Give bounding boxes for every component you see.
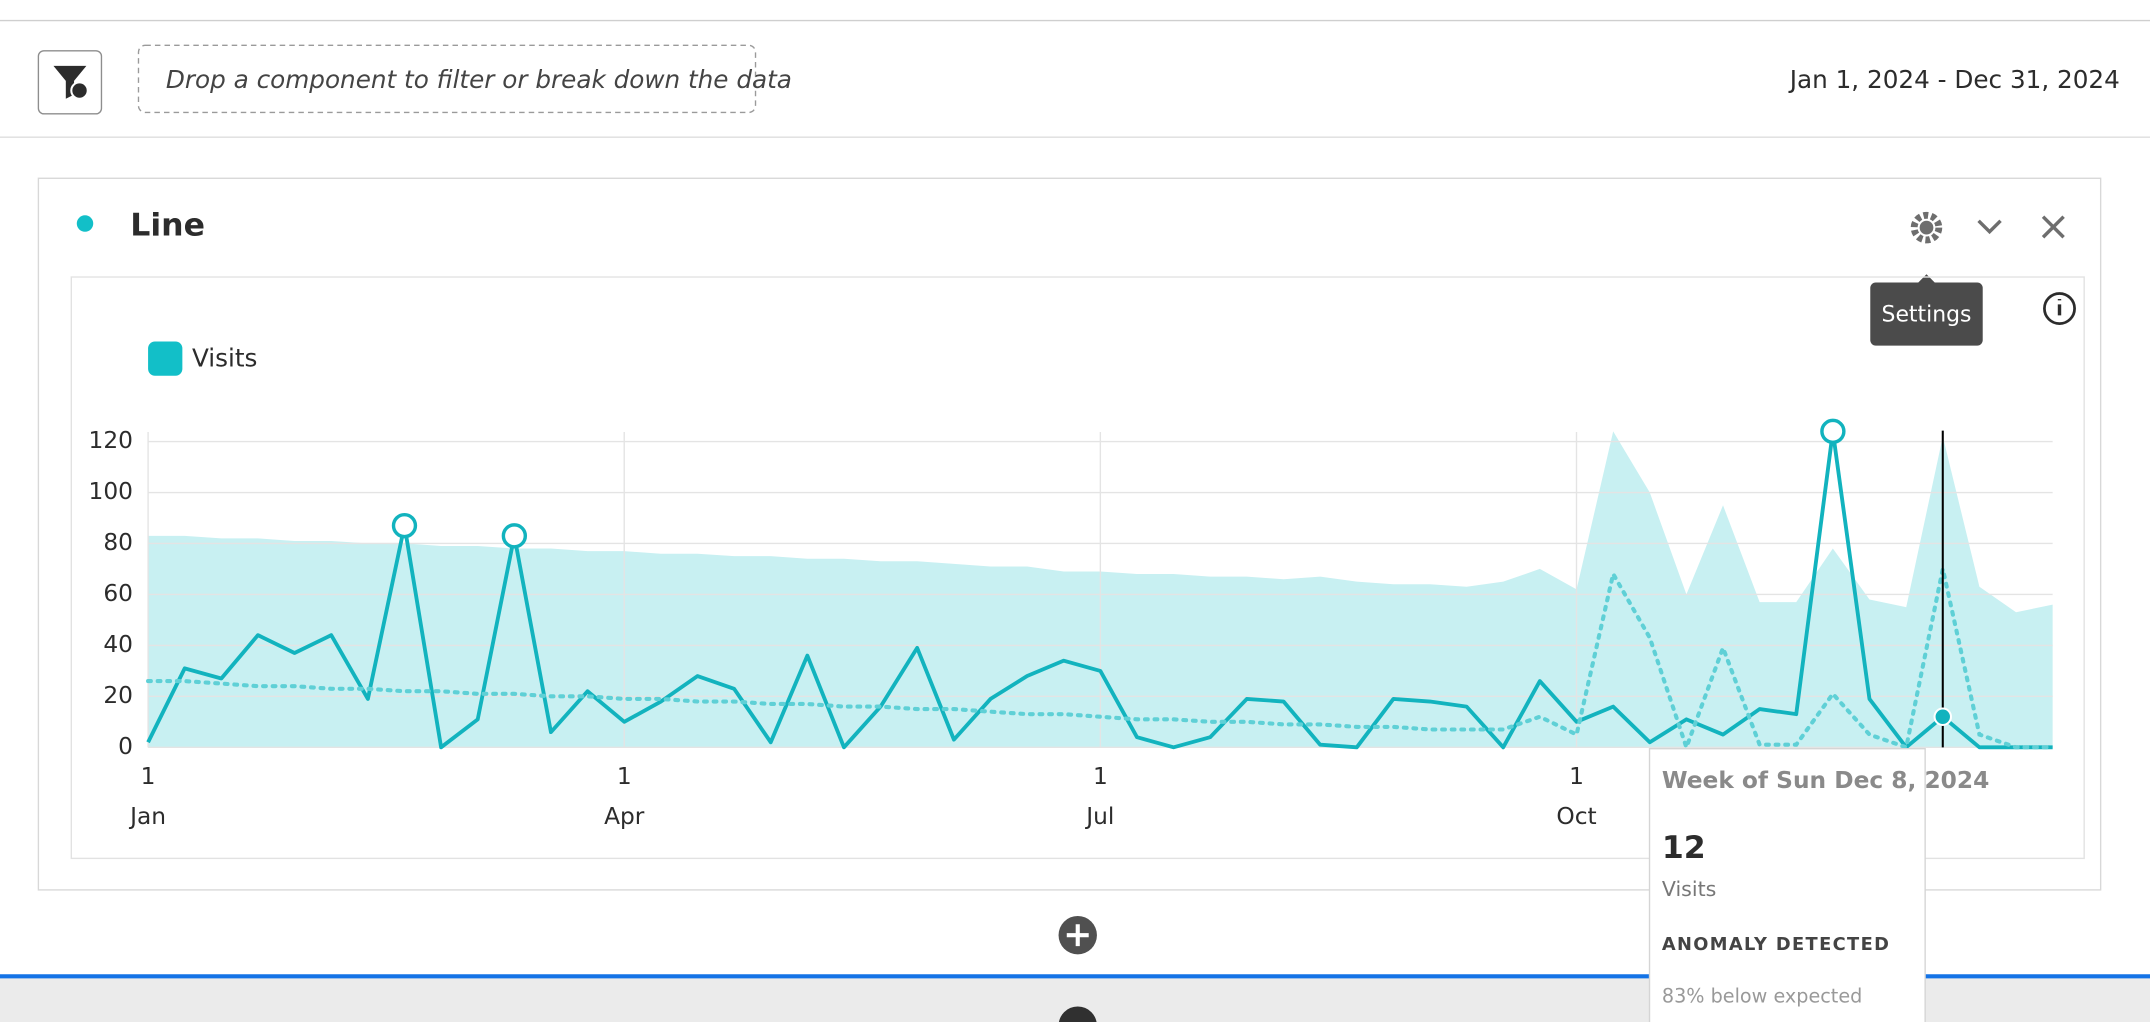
panel-title: Line (130, 207, 205, 243)
chart-frame (70, 276, 2085, 860)
add-plus (1066, 924, 1089, 947)
tooltip-flag: ANOMALY DETECTED (1662, 934, 1890, 955)
settings-button[interactable] (1910, 211, 1943, 244)
x-tick-label: 1 (1569, 763, 1584, 790)
anomaly-marker (391, 512, 418, 539)
anomaly-marker (501, 523, 528, 549)
x-tick-label: 1 (141, 763, 156, 790)
settings-tooltip (1870, 282, 1983, 346)
filter-plus (70, 81, 89, 100)
tooltip-value: 12 (1662, 830, 1706, 866)
info-button[interactable] (2043, 292, 2076, 326)
gear (1910, 211, 1943, 244)
y-tick-label: 100 (89, 478, 133, 505)
lower-area-right (1925, 977, 2150, 1022)
tooltip-arrow (1918, 274, 1935, 283)
expected-line (146, 568, 2055, 754)
gear-core (1919, 220, 1934, 235)
lower-area (0, 977, 1650, 1022)
hover-tooltip: Week of Sun Dec 8, 2024 12 Visits ANOMAL… (1648, 748, 1989, 1022)
x-tick-group: Oct (1556, 803, 1596, 830)
settings-tooltip-text: Settings (1882, 302, 1972, 327)
x-tick-group: Apr (604, 803, 645, 830)
tooltip-note: 83% below expected (1662, 984, 1862, 1007)
hover-point (1933, 707, 1953, 727)
hover-tooltip-box (1648, 748, 1926, 1022)
y-tick-label: 120 (89, 427, 133, 454)
y-tick-label: 80 (103, 529, 133, 556)
close-button[interactable] (2041, 215, 2065, 239)
tooltip-metric: Visits (1662, 877, 1716, 901)
y-tick-label: 60 (103, 580, 133, 607)
y-tick-label: 20 (103, 682, 133, 709)
panel-dot (76, 215, 94, 232)
series-line (146, 429, 2053, 750)
legend-swatch (148, 341, 183, 376)
anomaly-marker (1820, 418, 1846, 445)
info-circle (2043, 292, 2076, 326)
drop-zone-text: Drop a component to filter or break down… (166, 65, 792, 94)
filter-icon (53, 65, 87, 99)
collapse-button[interactable] (1977, 219, 2002, 235)
x-tick-group: Jan (128, 803, 166, 830)
plot: 0 20 40 60 80 100 120 1 Jan 1 Apr 1 Jul 1 Oct (89, 418, 2055, 830)
legend-label: Visits (192, 343, 257, 372)
drop-zone[interactable] (137, 44, 757, 114)
x-tick-label: 1 (617, 763, 632, 790)
tooltip-title: Week of Sun Dec 8, 2024 (1662, 767, 1989, 794)
y-tick-label: 40 (103, 631, 133, 658)
x-tick-group: Jul (1084, 803, 1114, 830)
add-button-lower[interactable] (1058, 1006, 1097, 1022)
date-range[interactable]: Jan 1, 2024 - Dec 31, 2024 (1788, 65, 2120, 94)
y-tick-label: 0 (118, 733, 133, 760)
x-tick-label: 1 (1093, 763, 1108, 790)
